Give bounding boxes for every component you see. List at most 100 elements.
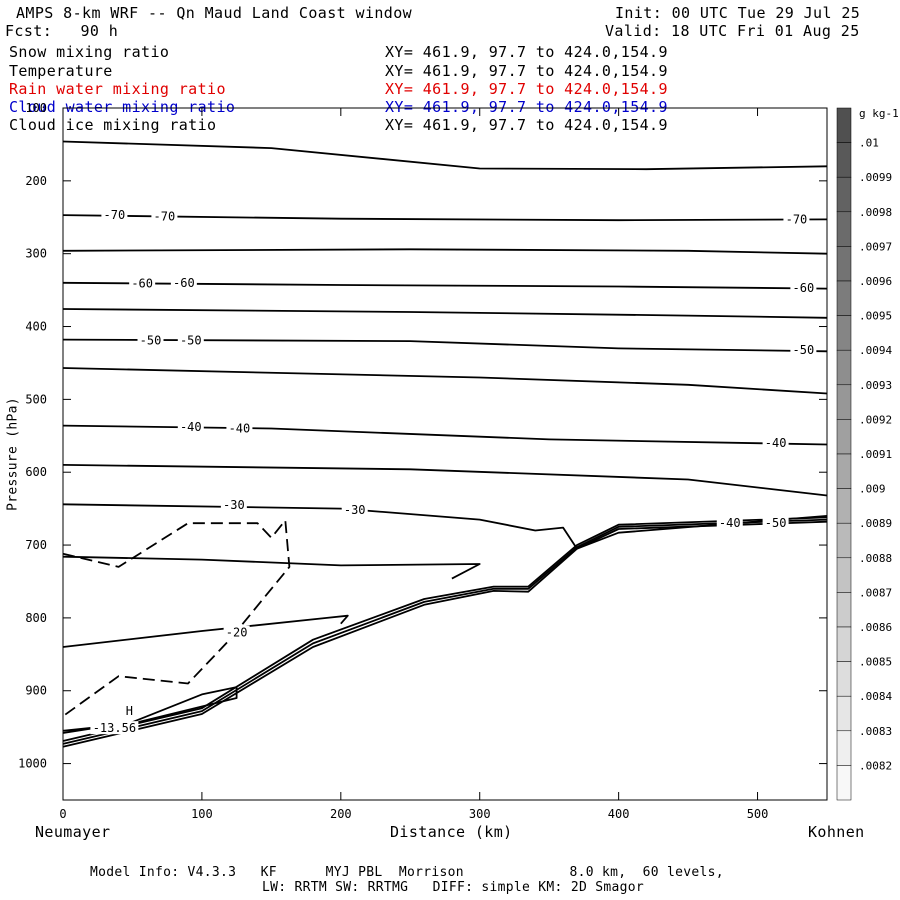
colorbar-swatch	[836, 246, 852, 282]
temperature-contour	[62, 248, 828, 255]
colorbar-label: .0087	[859, 586, 892, 599]
colorbar-swatch	[836, 384, 852, 420]
colorbar-label: .0082	[859, 759, 892, 772]
colorbar-swatch	[836, 280, 852, 316]
contour-labels: -70 -70 -70 -60 -60 -60 -50 -50 -50 -40 -40 -40 -30 -…	[90, 208, 817, 735]
contour-label-bg	[341, 503, 368, 517]
temperature-contour	[62, 338, 828, 353]
contour-label: -60	[131, 277, 153, 291]
x-tick-label: 400	[608, 807, 630, 821]
colorbar-label: .009	[859, 483, 886, 496]
colorbar-label: .0091	[859, 448, 892, 461]
colorbar-label: .01	[859, 137, 879, 150]
contour-label: -50	[765, 516, 787, 530]
x-tick-label: 500	[747, 807, 769, 821]
contour-label-bg	[177, 420, 204, 434]
y-tick-label: 100	[25, 101, 47, 115]
colorbar-swatch	[836, 661, 852, 697]
colorbar-swatch	[836, 730, 852, 766]
max-marker-symbol: H	[126, 704, 133, 718]
colorbar-label: .0093	[859, 379, 892, 392]
model-info-line2: LW: RRTM SW: RRTMG DIFF: simple KM: 2D S…	[262, 880, 644, 895]
dashed-contour	[62, 519, 291, 717]
contour-label: -40	[719, 516, 741, 530]
contour-label-bg	[226, 421, 253, 435]
colorbar-swatch	[836, 592, 852, 628]
contour-label-bg	[129, 276, 156, 290]
colorbar-swatch	[836, 211, 852, 247]
contour-label: -30	[223, 498, 245, 512]
y-tick-label: 500	[25, 392, 47, 406]
temperature-contour	[62, 367, 828, 395]
colorbar-swatch	[836, 315, 852, 351]
contour-label: -70	[154, 210, 176, 224]
temperature-contour	[62, 614, 349, 648]
contour-label-bg	[170, 275, 197, 289]
colorbar-swatch	[836, 626, 852, 662]
contour-label-bg	[790, 342, 817, 356]
field-name-cloud-ice: Cloud ice mixing ratio	[9, 116, 217, 134]
temperature-contour	[62, 518, 828, 745]
colorbar-swatch	[836, 142, 852, 178]
colorbar-label: .0085	[859, 656, 892, 669]
colorbar-label: .0099	[859, 171, 892, 184]
contour-label: -30	[344, 503, 366, 517]
temperature-contour	[62, 281, 828, 290]
contour-label: -60	[173, 276, 195, 290]
temperature-contour	[62, 555, 481, 580]
colorbar-swatch	[836, 522, 852, 559]
colorbar-swatch	[836, 176, 852, 213]
temperature-contour	[62, 214, 828, 222]
x-tick-label: 200	[330, 807, 352, 821]
colorbar-label: .0098	[859, 206, 892, 219]
colorbar-unit: g kg-1	[859, 107, 899, 120]
temperature-contour	[62, 140, 828, 171]
contour-label: -60	[793, 281, 815, 295]
plot-frame	[62, 107, 828, 801]
contour-label-bg	[101, 208, 128, 222]
colorbar-label: .0094	[859, 344, 892, 357]
contour-label: -70	[786, 212, 808, 226]
field-name-rain: Rain water mixing ratio	[9, 80, 226, 98]
forecast-hour: Fcst: 90 h	[5, 22, 119, 40]
contour-label: -20	[226, 625, 248, 639]
init-time: Init: 00 UTC Tue 29 Jul 25	[615, 4, 861, 22]
y-tick-label: 200	[25, 174, 47, 188]
contour-label-bg	[716, 516, 743, 530]
valid-time: Valid: 18 UTC Fri 01 Aug 25	[605, 22, 860, 40]
colorbar-label: .0083	[859, 725, 892, 738]
contour-label: -40	[180, 420, 202, 434]
max-marker-bg	[90, 721, 139, 735]
contour-label-bg	[223, 625, 250, 639]
axes: 0 100 200 300 400 500 100 200 300 400 500 600 700 800…	[18, 101, 828, 821]
y-tick-label: 300	[25, 247, 47, 261]
temperature-contours	[62, 140, 828, 748]
contour-label: -50	[140, 333, 162, 347]
contour-label-bg	[762, 516, 789, 530]
y-tick-label: 600	[25, 465, 47, 479]
colorbar-label: .0088	[859, 552, 892, 565]
colorbar-label: .0097	[859, 240, 892, 253]
temperature-contour	[62, 464, 828, 497]
field-name-temperature: Temperature	[9, 62, 113, 80]
y-tick-label: 800	[25, 611, 47, 625]
contour-label-bg	[177, 333, 204, 347]
y-tick-label: 1000	[18, 757, 47, 771]
colorbar-label: .0089	[859, 517, 892, 530]
y-axis-title: Pressure (hPa)	[5, 397, 21, 511]
colorbar-swatch	[836, 419, 852, 455]
colorbar-label: .0092	[859, 413, 892, 426]
x-axis-title: Distance (km)	[390, 823, 513, 841]
contour-label-bg	[790, 280, 817, 294]
field-xy-snow: XY= 461.9, 97.7 to 424.0,154.9	[385, 43, 668, 61]
contour-label: -50	[793, 343, 815, 357]
y-tick-label: 900	[25, 684, 47, 698]
colorbar-swatch	[836, 488, 852, 524]
x-left-label: Neumayer	[35, 823, 111, 841]
colorbar-swatch	[836, 765, 852, 801]
colorbar-label: .0086	[859, 621, 892, 634]
field-xy-temperature: XY= 461.9, 97.7 to 424.0,154.9	[385, 62, 668, 80]
field-name-cloud-water: Cloud water mixing ratio	[9, 98, 236, 116]
field-name-snow: Snow mixing ratio	[9, 43, 170, 61]
